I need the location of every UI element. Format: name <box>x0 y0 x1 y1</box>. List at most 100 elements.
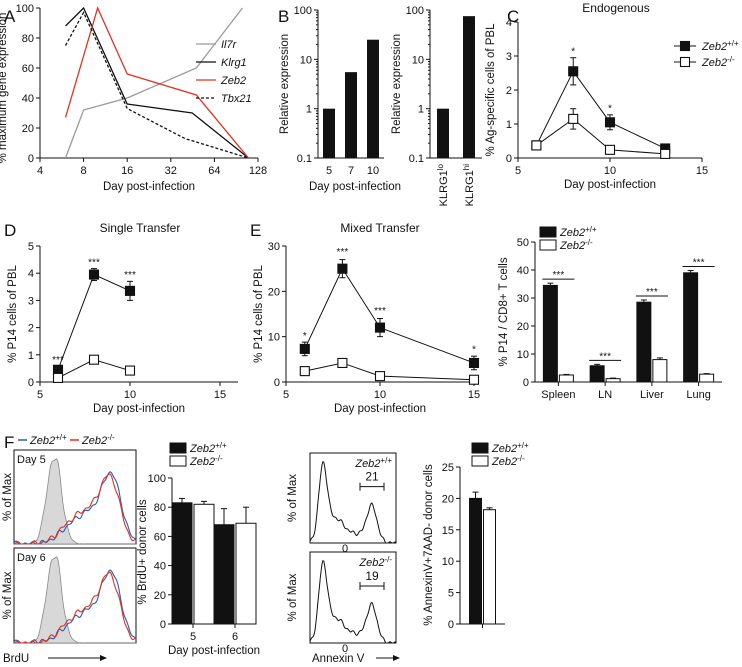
F_bar_brdu-legend-label-base: Zeb2 <box>189 456 215 468</box>
E1-point-wt <box>468 357 480 369</box>
F-hist-day-label: Day 5 <box>17 454 46 466</box>
E2-legend-label-sup: -/- <box>585 238 593 247</box>
F-annexin-x-arrowhead <box>393 655 400 661</box>
B1-bar-7 <box>345 72 357 158</box>
F_bar_annexin-legend-label-sup: +/+ <box>517 441 529 450</box>
C-y-tick-label: 0 <box>506 153 512 165</box>
F-hist-wt <box>13 569 137 644</box>
E2-bar-ko <box>699 373 715 383</box>
E1-significance: *** <box>374 306 386 317</box>
C-point-wt <box>568 66 579 77</box>
A-y-tick-label: 0 <box>28 153 34 165</box>
D-y-tick-label: 5 <box>28 241 34 253</box>
F_bar_brdu-y-tick-label: 0 <box>160 619 166 631</box>
B2-x-tick-label-base: KLRG1 <box>464 170 476 206</box>
F_bar_brdu-legend-swatch <box>169 442 187 454</box>
F-annexin-genotype-label: Zeb2+/+ <box>354 456 392 470</box>
F_bar_brdu-x-label: Day post-infection <box>168 645 260 657</box>
C-point-ko <box>568 113 579 124</box>
F-annexin-trace <box>309 559 397 644</box>
C-title: Endogenous <box>582 1 649 15</box>
F-hist-legend-label-sup: +/+ <box>55 433 67 442</box>
C-legend-label-base: Zeb2 <box>701 41 727 53</box>
F-annexin-y-label: % of Max <box>287 573 299 621</box>
F-hist-control <box>14 458 136 545</box>
F-hist-legend-label: Zeb2+/+ <box>29 433 67 447</box>
E2-significance: *** <box>646 287 658 298</box>
E1-significance: * <box>472 345 476 356</box>
F_bar_brdu-y-tick-label: 40 <box>154 561 166 573</box>
F_bar_brdu-legend-label-sup: +/+ <box>215 441 227 450</box>
F-annexin-gate-value: 19 <box>365 569 379 583</box>
F_bar_annexin-y-tick-label: 10 <box>442 556 454 568</box>
B1-x-tick-label: 10 <box>367 165 379 177</box>
D-point-ko <box>52 372 64 383</box>
F-hist-x-label: BrdU <box>3 653 29 665</box>
D-y-label: % P14 cells of PBL <box>7 265 19 363</box>
F_bar_brdu-legend-swatch <box>169 455 187 467</box>
D-y-tick-label: 4 <box>28 268 34 280</box>
C-point-ko <box>531 140 542 151</box>
F_bar_annexin-legend-label-sup: -/- <box>517 454 525 463</box>
F_bar_brdu-legend-label: Zeb2+/+ <box>189 441 227 455</box>
F_bar_annexin-y-tick-label: 20 <box>442 493 454 505</box>
E1-y-axis: 0 10 20 30 <box>268 241 287 389</box>
F_bar_annexin-y-tick-label: 15 <box>442 525 454 537</box>
F_bar_annexin-y-tick-label: 5 <box>448 588 454 600</box>
E2-x-tick-label: LN <box>598 389 612 401</box>
E1-y-tick-label: 30 <box>268 241 280 253</box>
panel-A-label: A <box>4 7 16 26</box>
C-y-label: % Ag-specific cells of PBL <box>485 23 497 157</box>
A-series-Tbx21 <box>64 11 249 159</box>
A-x-tick-label: 16 <box>121 165 133 177</box>
F_bar_brdu-bar-wt <box>213 524 235 625</box>
F_bar_brdu-y-tick-label: 80 <box>154 502 166 514</box>
F_bar_annexin-legend-swatch <box>471 455 489 467</box>
F-hist-legend-label-sup: -/- <box>107 433 115 442</box>
D-y-tick-label: 1 <box>28 350 34 362</box>
A-x-tick-label: 8 <box>81 165 87 177</box>
panel-C-label: C <box>507 7 519 26</box>
E2-legend-swatch <box>539 239 557 251</box>
D-point-ko <box>124 365 136 376</box>
F_bar_brdu-y-axis: 0 20 40 60 80 100 <box>148 473 173 631</box>
B1-bar-10 <box>367 39 379 158</box>
E2-x-tick-label: Liver <box>640 389 664 401</box>
E1-point-wt <box>337 263 348 274</box>
A-y-axis: 0 20 40 60 80 100 <box>16 3 41 165</box>
A-legend-label: Tbx21 <box>221 93 252 105</box>
E1-line-1 <box>304 362 475 381</box>
D-y-tick-label: 0 <box>28 377 34 389</box>
F_bar_annexin-legend-label-base: Zeb2 <box>491 456 517 468</box>
A-y-tick-label: 100 <box>16 3 34 15</box>
E2-y-tick-label: 40 <box>517 265 529 277</box>
F-annexin-frame <box>309 452 397 544</box>
panel-F-label: F <box>4 433 14 452</box>
B2-y-label: Relative expression <box>391 34 403 134</box>
E2-y-tick-label: 50 <box>517 237 529 249</box>
B2-x-tick-label-base: KLRG1 <box>438 170 450 206</box>
D-x-tick-label: 10 <box>124 389 136 401</box>
D-significance: *** <box>52 355 64 366</box>
D-x-label: Day post-infection <box>93 403 185 415</box>
A-x-label: Day post-infection <box>103 181 195 193</box>
D-point-wt <box>88 269 100 280</box>
F-annexin-y-label: % of Max <box>287 474 299 522</box>
E2-legend-swatch <box>539 226 557 238</box>
C-legend-label-sup: +/+ <box>727 39 739 48</box>
C-x-tick-label: 15 <box>696 165 708 177</box>
D-point-ko <box>88 354 100 365</box>
F_bar_annexin-legend-label: Zeb2-/- <box>491 454 525 468</box>
F-hist-x-arrowhead <box>100 655 107 661</box>
E2-x-tick-label: Spleen <box>541 389 575 401</box>
E1-x-tick-label: 15 <box>468 389 480 401</box>
E2-y-tick-label: 0 <box>523 377 529 389</box>
F-hist-legend-label: Zeb2-/- <box>81 433 115 447</box>
F-hist-day-label: Day 6 <box>17 552 46 564</box>
D-x-tick-label: 5 <box>37 389 43 401</box>
E1-x-tick-label: 5 <box>283 389 289 401</box>
B1-x-tick-label: 7 <box>348 165 354 177</box>
E2-bar-ko <box>652 359 668 383</box>
C-y-axis: 0 1 2 3 4 <box>506 17 519 165</box>
E2-legend-label-base: Zeb2 <box>559 240 585 252</box>
